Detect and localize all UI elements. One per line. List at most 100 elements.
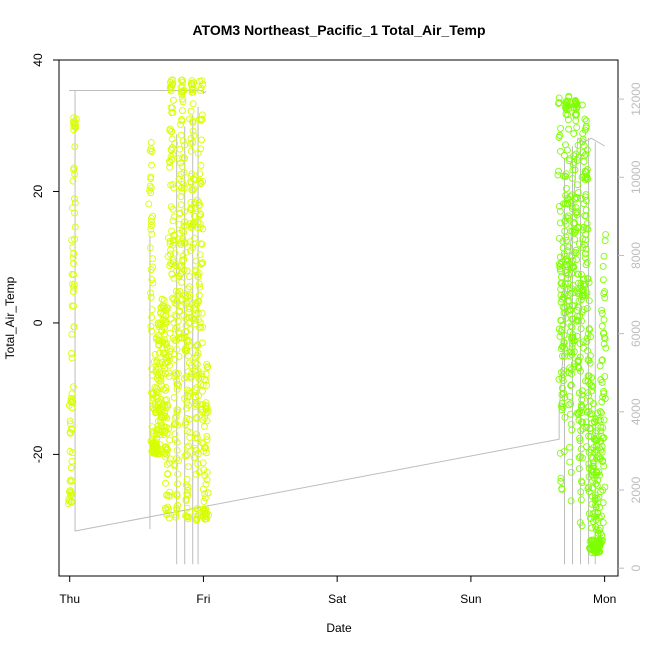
y2-tick-label: 8000 xyxy=(629,242,643,269)
data-point xyxy=(176,270,184,278)
data-point xyxy=(66,429,74,437)
data-point xyxy=(580,158,588,165)
x-tick-label: Sat xyxy=(328,592,347,606)
data-point xyxy=(68,477,76,485)
data-point xyxy=(198,111,206,119)
data-point xyxy=(192,359,200,366)
data-point xyxy=(167,315,175,323)
data-point xyxy=(193,430,201,438)
data-point xyxy=(577,477,585,485)
data-point xyxy=(70,195,78,203)
data-point xyxy=(578,418,585,426)
data-point xyxy=(161,412,169,420)
data-point xyxy=(194,271,202,279)
data-point xyxy=(559,321,567,329)
data-point xyxy=(176,307,184,315)
data-point xyxy=(599,499,607,507)
data-point xyxy=(190,317,198,325)
data-point xyxy=(147,289,154,297)
data-point xyxy=(197,323,204,331)
data-point xyxy=(567,420,575,428)
data-point xyxy=(574,189,582,197)
data-point xyxy=(578,317,586,325)
data-point xyxy=(166,361,174,369)
data-point xyxy=(203,433,211,440)
data-point xyxy=(592,427,600,435)
data-point xyxy=(68,349,75,357)
data-point xyxy=(178,163,186,171)
data-point xyxy=(180,256,188,263)
data-point xyxy=(195,468,203,476)
data-point xyxy=(194,224,202,232)
data-point xyxy=(185,342,193,350)
data-point xyxy=(563,146,571,154)
data-point xyxy=(170,231,178,239)
data-point xyxy=(180,86,188,94)
data-point xyxy=(198,309,206,317)
data-point xyxy=(189,118,197,126)
data-point xyxy=(174,317,182,325)
data-point xyxy=(190,185,198,193)
data-point xyxy=(197,179,205,187)
data-point xyxy=(578,391,586,399)
data-point xyxy=(567,468,575,476)
data-point xyxy=(555,94,563,102)
data-point xyxy=(585,325,593,332)
data-point xyxy=(179,78,187,86)
data-point xyxy=(198,339,206,347)
data-point xyxy=(185,359,193,367)
data-point xyxy=(172,413,180,421)
data-point xyxy=(574,270,582,278)
data-point xyxy=(168,156,176,163)
data-point xyxy=(178,83,186,90)
data-point xyxy=(601,288,609,296)
data-point xyxy=(575,317,583,325)
data-point xyxy=(598,512,606,520)
data-point xyxy=(577,401,585,409)
data-point xyxy=(71,118,78,126)
data-point xyxy=(190,132,198,140)
data-point xyxy=(69,449,77,457)
data-point xyxy=(185,387,193,395)
data-point xyxy=(178,107,186,114)
data-point xyxy=(71,123,79,131)
data-point xyxy=(173,446,181,454)
data-point xyxy=(564,97,572,105)
data-point xyxy=(184,483,192,491)
data-point xyxy=(570,363,578,371)
data-point xyxy=(195,198,203,206)
data-point xyxy=(179,235,187,243)
data-point xyxy=(195,392,202,400)
data-point xyxy=(587,352,594,360)
data-point xyxy=(189,86,196,94)
data-point xyxy=(597,427,605,435)
data-point xyxy=(162,386,170,394)
data-point xyxy=(185,314,193,321)
data-point xyxy=(573,110,580,118)
data-point xyxy=(199,177,207,185)
data-point xyxy=(586,359,594,367)
data-point xyxy=(70,283,78,291)
data-point xyxy=(66,417,74,425)
data-point xyxy=(584,175,591,182)
data-point xyxy=(182,248,190,256)
data-point xyxy=(205,511,213,519)
data-point xyxy=(576,434,584,442)
data-point xyxy=(165,491,172,499)
data-point xyxy=(203,409,211,417)
data-point xyxy=(202,405,210,413)
data-point xyxy=(178,116,186,123)
data-point xyxy=(71,223,79,231)
data-point xyxy=(578,522,586,530)
data-point xyxy=(173,439,181,446)
data-point xyxy=(566,305,574,313)
data-point xyxy=(147,175,155,182)
data-point xyxy=(571,235,579,243)
data-point xyxy=(198,240,206,248)
data-point xyxy=(70,288,77,296)
data-point xyxy=(581,282,589,290)
data-point xyxy=(175,220,183,228)
data-point xyxy=(600,416,608,424)
data-point xyxy=(201,490,209,498)
data-point xyxy=(561,291,568,299)
